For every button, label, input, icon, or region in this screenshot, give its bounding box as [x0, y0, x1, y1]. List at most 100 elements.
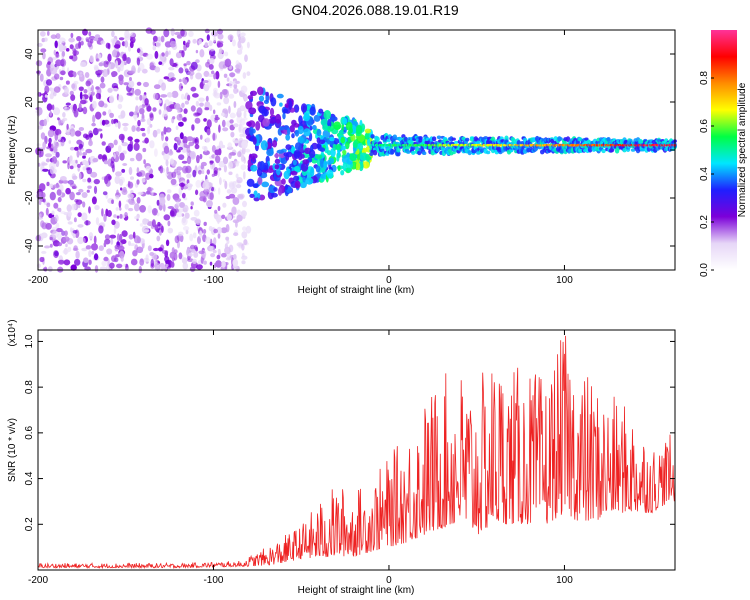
spectrogram-cell — [422, 151, 427, 155]
spectrogram-cell — [222, 144, 226, 149]
spectrogram-cell — [53, 91, 57, 97]
spectrogram-cell — [80, 40, 84, 46]
spectrogram-cell — [367, 137, 371, 147]
spectrogram-cell — [82, 178, 87, 183]
spectrogram-cell — [57, 242, 63, 247]
spectrogram-cell — [638, 138, 643, 144]
spectrogram-cell — [51, 210, 55, 216]
y-tick-label: 20 — [24, 96, 35, 108]
spectrogram-cell — [372, 149, 378, 156]
spectrogram-cell — [103, 119, 110, 125]
spectrogram-cell — [38, 199, 42, 206]
spectrogram-cell — [71, 203, 77, 211]
spectrogram-cell — [98, 100, 105, 108]
spectrogram-cell — [75, 199, 83, 205]
spectrogram-cell — [129, 77, 132, 81]
spectrogram-cell — [176, 136, 181, 141]
spectrogram-cell — [169, 40, 177, 48]
spectrogram-cell — [79, 99, 87, 105]
spectrogram-cell — [66, 123, 69, 130]
spectrogram-cell — [85, 80, 91, 87]
spectrogram-cell — [210, 253, 216, 258]
spectrogram-cell — [167, 206, 174, 209]
spectrogram-cell — [262, 118, 270, 127]
spectrogram-cell — [107, 142, 114, 149]
spectrogram-cell — [126, 92, 133, 96]
spectrogram-cell — [396, 150, 401, 157]
spectrogram-cell — [104, 234, 111, 240]
spectrogram-cell — [173, 142, 178, 151]
spectrogram-cell — [115, 171, 122, 177]
spectrogram-cell — [62, 236, 70, 242]
spectrogram-cell — [44, 85, 50, 94]
spectrogram-cell — [241, 260, 246, 265]
spectrogram-cell — [243, 239, 248, 246]
spectrogram-cell — [45, 153, 52, 158]
spectrogram-cell — [276, 93, 284, 99]
spectrogram-cell — [168, 150, 174, 156]
spectrogram-cell — [233, 140, 240, 144]
x-tick-label: 0 — [386, 575, 392, 586]
spectrogram-cell — [87, 185, 92, 189]
spectrogram-cell — [258, 105, 266, 114]
spectrogram-cell — [390, 148, 395, 155]
spectrogram-cell — [223, 96, 230, 105]
spectrogram-cell — [332, 143, 337, 151]
spectrogram-cell — [188, 141, 194, 147]
spectrogram-cell — [50, 62, 55, 69]
spectrogram-cell — [182, 216, 186, 224]
spectrogram-cell — [451, 151, 456, 155]
spectrogram-cell — [274, 153, 279, 158]
spectrogram-cell — [174, 235, 180, 244]
spectrogram-cell — [159, 165, 164, 174]
spectrogram-cell — [95, 111, 102, 120]
spectrogram-cell — [315, 165, 321, 173]
spectrogram-cell — [226, 239, 230, 244]
spectrogram-cell — [49, 183, 54, 188]
spectrogram-cell — [187, 39, 191, 45]
spectrogram-cell — [137, 119, 141, 127]
spectrogram-cell — [65, 48, 70, 52]
spectrogram-cell — [54, 214, 59, 222]
spectrogram-cell — [213, 167, 219, 175]
spectrogram-cell — [156, 199, 160, 206]
spectrogram-cell — [231, 206, 237, 215]
spectrogram-cell — [133, 142, 140, 151]
spectrogram-cell — [298, 115, 303, 124]
spectrogram-cell — [483, 136, 488, 140]
spectrogram-cell — [294, 129, 300, 137]
spectrogram-cell — [206, 169, 210, 175]
spectrogram-cell — [203, 84, 210, 92]
spectrogram-cell — [175, 125, 179, 131]
spectrogram-cell — [233, 101, 237, 108]
spectrogram-cell — [82, 133, 89, 139]
spectrogram-cell — [221, 119, 226, 128]
spectrogram-cell — [183, 108, 188, 114]
spectrogram-cell — [310, 144, 314, 152]
spectrogram-cell — [454, 140, 459, 144]
spectrogram-cell — [224, 51, 229, 57]
spectrogram-cell — [238, 33, 241, 42]
spectrogram-cell — [291, 119, 297, 126]
colorbar: 0.0 0.2 0.4 0.6 0.8 Normalized spectral ampl… — [699, 30, 748, 277]
spectrogram-cell — [60, 70, 66, 76]
spectrogram-cell — [190, 201, 194, 206]
spectrogram-cell — [81, 192, 88, 198]
spectrogram-cell — [241, 243, 245, 251]
spectrogram-cell — [174, 197, 182, 203]
spectrogram-cell — [93, 235, 97, 244]
spectrogram-cell — [131, 125, 136, 132]
spectrogram-cell — [59, 76, 64, 81]
spectrogram-cell — [69, 55, 74, 60]
spectrogram-cell — [58, 133, 62, 141]
spectrogram-x-ticks: -200 -100 0 100 — [28, 30, 573, 286]
spectrogram-cell — [268, 185, 277, 194]
spectrogram-cell — [193, 112, 200, 117]
spectrogram-cell — [68, 156, 73, 165]
spectrogram-cell — [221, 260, 226, 268]
spectrogram-cell — [58, 37, 66, 44]
spectrogram-cell — [94, 265, 99, 273]
spectrogram-cell — [144, 137, 149, 144]
spectrogram-cell — [46, 115, 50, 123]
spectrogram-cell — [160, 35, 165, 43]
